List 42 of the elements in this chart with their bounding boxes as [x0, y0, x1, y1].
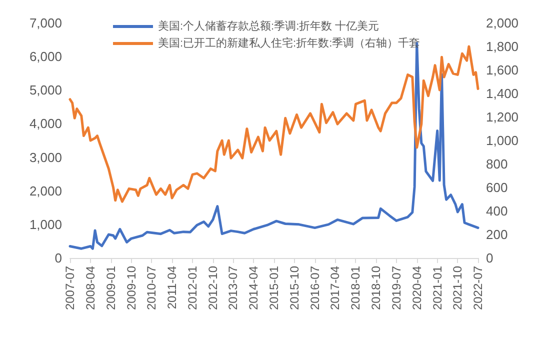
y-tick-label: 1,000: [29, 216, 62, 232]
y2-tick-label: 1,000: [486, 133, 519, 148]
y-tick-label: 4,000: [29, 116, 62, 132]
x-tick-label: 2016-07: [308, 266, 322, 310]
y2-tick-label: 400: [486, 204, 508, 218]
x-tick-label: 2007-07: [63, 266, 77, 310]
x-tick-label: 2018-10: [369, 266, 384, 310]
x-tick-label: 2009-01: [104, 266, 118, 310]
x-tick-label: 2013-07: [226, 266, 240, 310]
y-tick-label: 5,000: [29, 82, 62, 98]
y2-tick-label: 1,200: [486, 110, 519, 124]
y2-tick-label: 600: [486, 180, 508, 195]
legend-label: 美国:已开工的新建私人住宅:折年数:季调（右轴）千套: [158, 36, 420, 50]
x-tick-label: 2009-10: [124, 266, 138, 310]
y2-tick-label: 800: [486, 156, 508, 172]
x-tick-label: 2012-10: [206, 266, 220, 310]
y-tick-label: 7,000: [29, 16, 62, 30]
x-tick-label: 2008-04: [83, 266, 98, 310]
y2-tick-label: 2,000: [486, 16, 519, 30]
y-tick-label: 3,000: [29, 150, 62, 165]
y2-tick-label: 1,800: [486, 39, 519, 54]
x-tick-label: 2020-04: [410, 266, 424, 310]
x-tick-label: 2019-07: [389, 266, 404, 310]
y-tick-label: 6,000: [29, 49, 62, 64]
x-tick-label: 2021-01: [430, 266, 444, 310]
x-tick-label: 2021-10: [450, 266, 465, 310]
x-tick-label: 2017-04: [328, 266, 342, 310]
x-tick-label: 2015-10: [287, 266, 302, 310]
x-tick-label: 2010-07: [144, 266, 159, 310]
legend-label: 美国:个人储蓄存款总额:季调:折年数 十亿美元: [158, 20, 380, 32]
y2-tick-label: 200: [486, 227, 508, 242]
x-tick-label: 2018-01: [348, 266, 363, 310]
y-tick-label: 0: [54, 250, 62, 266]
y2-tick-label: 0: [486, 250, 494, 266]
x-tick-label: 2011-04: [165, 266, 180, 310]
x-tick-label: 2022-07: [471, 266, 485, 310]
y2-tick-label: 1,400: [486, 86, 519, 101]
x-tick-label: 2012-01: [185, 266, 200, 310]
x-tick-label: 2015-01: [267, 266, 282, 310]
y2-tick-label: 1,600: [486, 62, 519, 78]
x-tick-label: 2014-04: [246, 266, 261, 310]
y-tick-label: 2,000: [29, 183, 62, 198]
